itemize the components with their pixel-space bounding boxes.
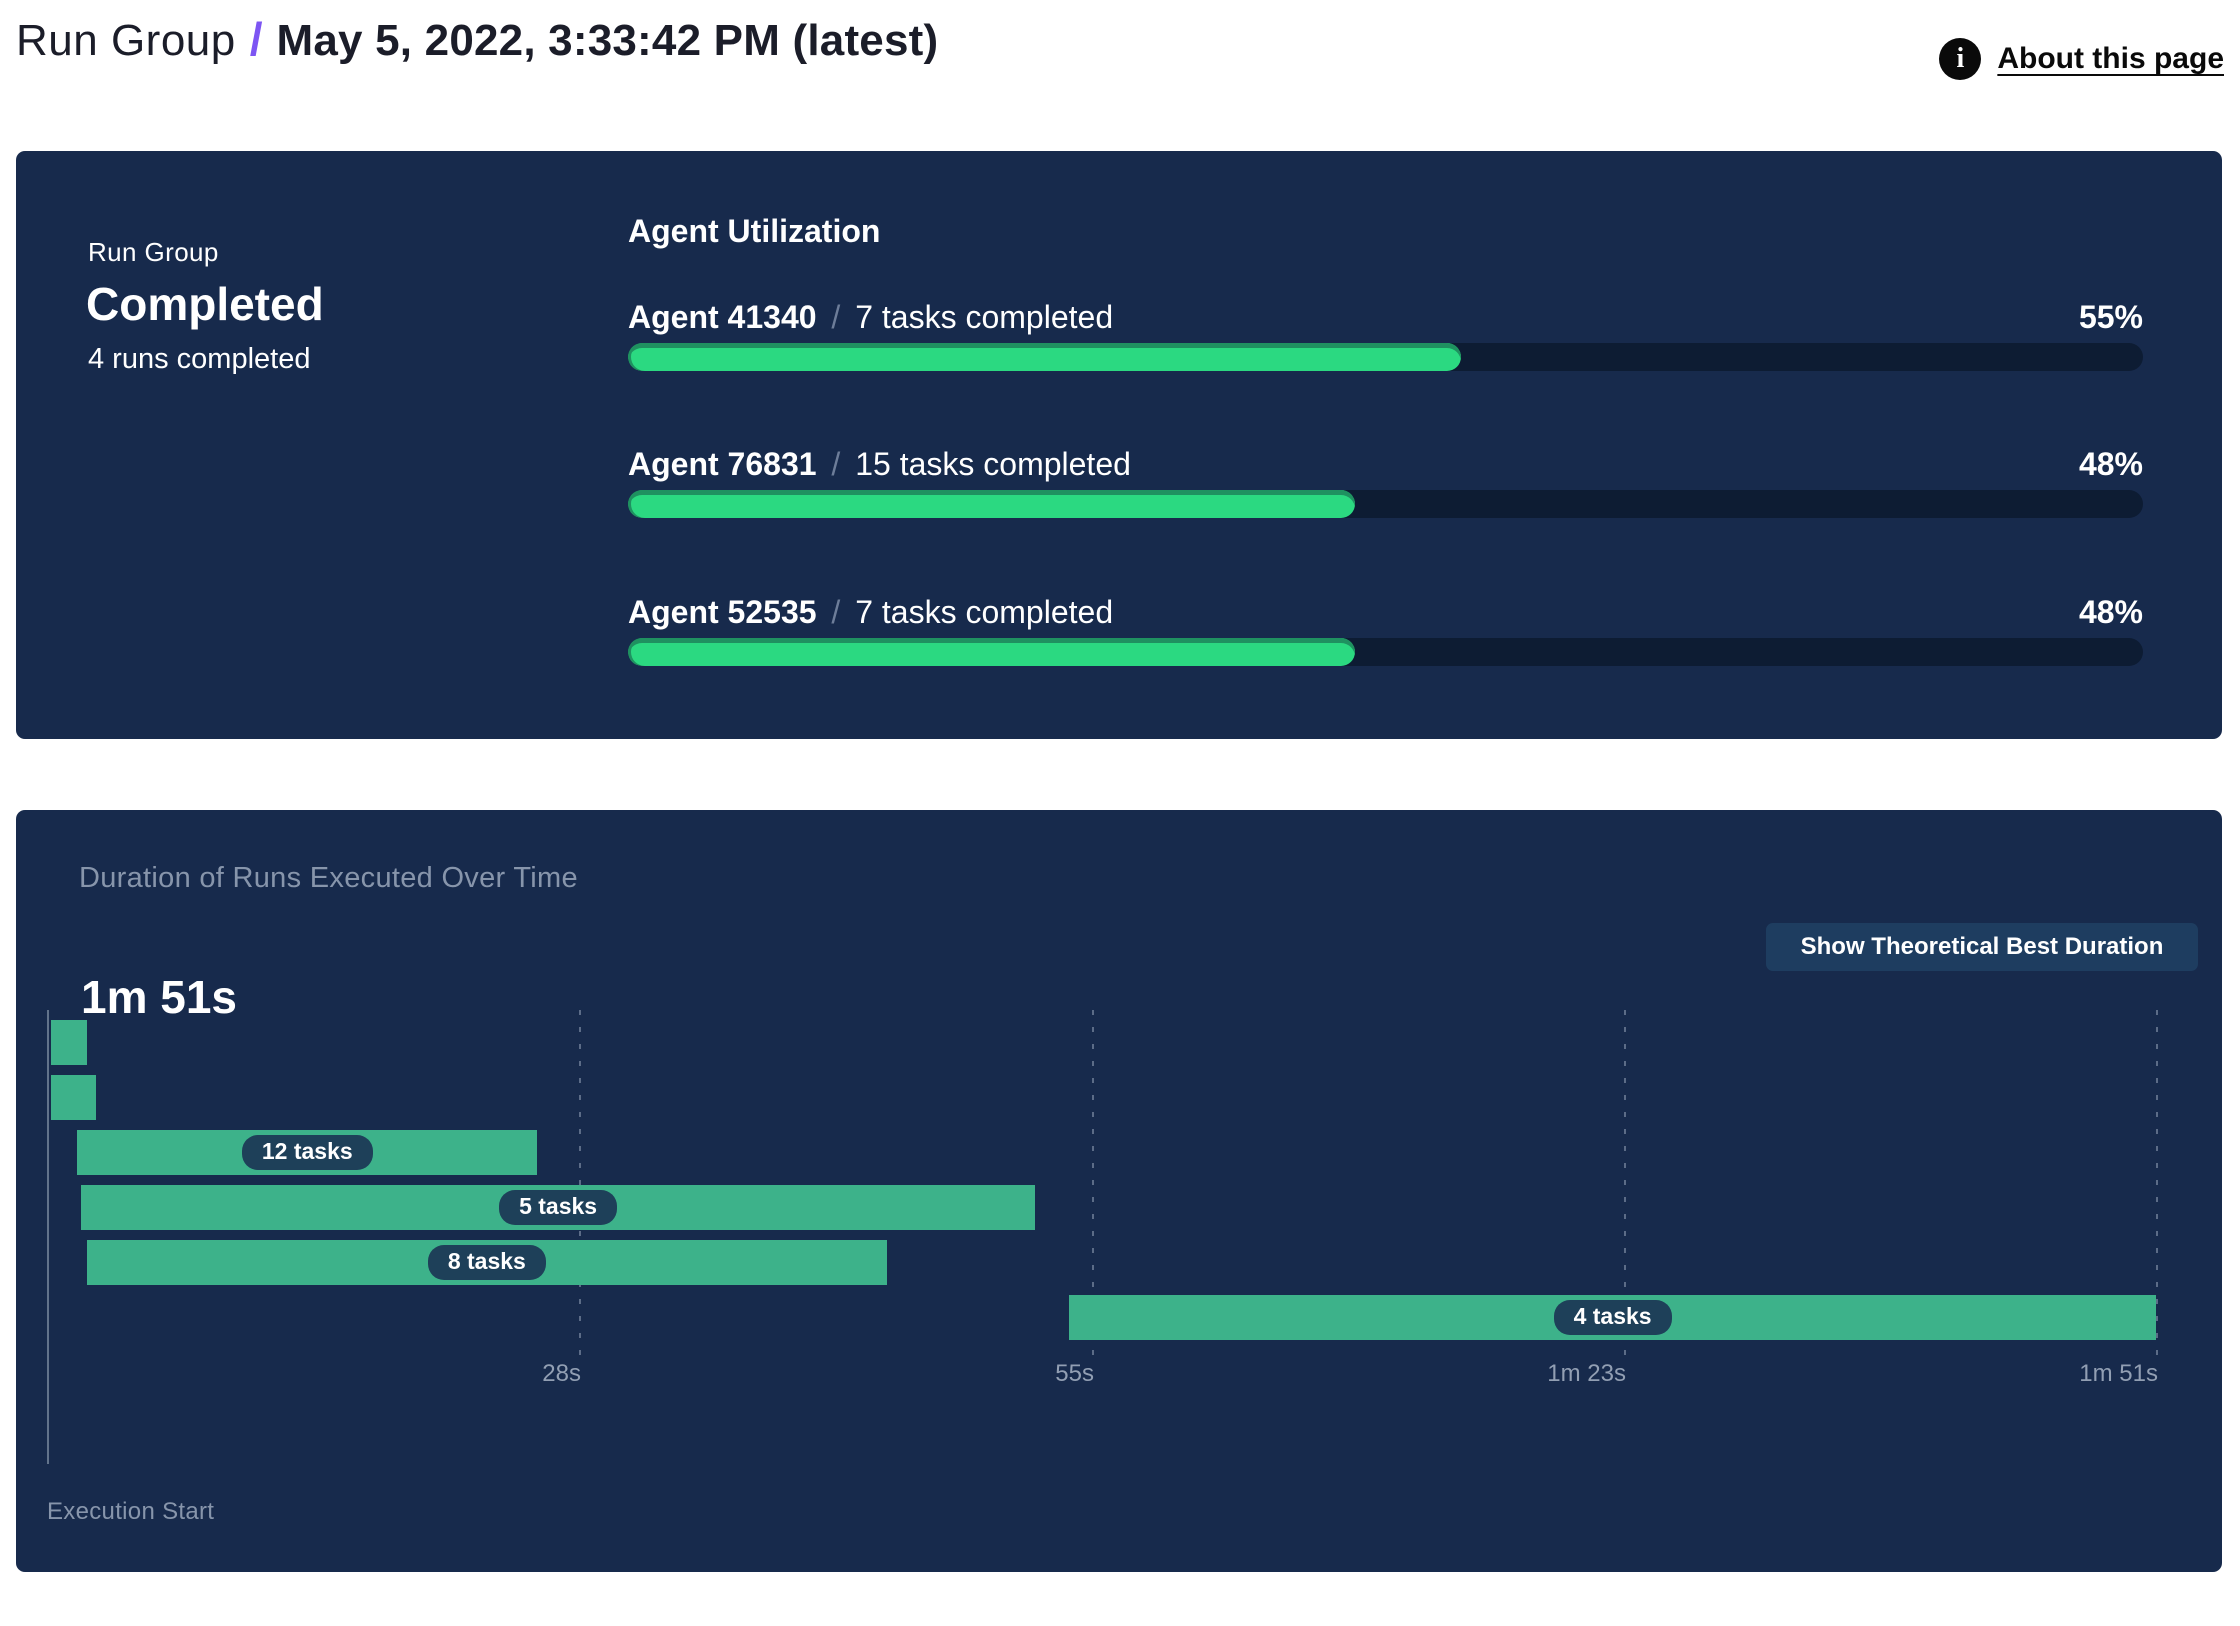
agent-name: Agent 76831 <box>628 446 817 482</box>
run-group-status: Completed <box>86 278 324 330</box>
page-title: May 5, 2022, 3:33:42 PM (latest) <box>276 16 939 65</box>
duration-panel: Duration of Runs Executed Over Time 1m 5… <box>16 810 2222 1572</box>
agent-progress-track <box>628 490 2143 518</box>
agent-tasks-completed: 15 tasks completed <box>855 446 1131 482</box>
agent-row: Agent 52535 / 7 tasks completed 48% <box>628 594 2143 694</box>
agent-utilization-percent: 48% <box>2078 594 2143 630</box>
agent-row-label: Agent 52535 / 7 tasks completed <box>628 594 1113 631</box>
agent-utilization-percent: 55% <box>2078 299 2143 335</box>
about-link-label: About this page <box>1997 42 2224 75</box>
agent-utilization-section: Agent Utilization Agent 41340 / 7 tasks … <box>628 151 2143 739</box>
time-tick-label: 55s <box>1055 1360 1094 1387</box>
info-icon: i <box>1939 38 1982 80</box>
agent-row-label: Agent 41340 / 7 tasks completed <box>628 299 1113 336</box>
agent-tasks-completed: 7 tasks completed <box>855 299 1114 335</box>
run-group-panel: Run Group Completed 4 runs completed Age… <box>16 151 2222 739</box>
agent-progress-fill <box>628 490 1356 518</box>
time-tick-label: 1m 51s <box>2079 1360 2158 1387</box>
total-duration-value: 1m 51s <box>81 971 238 1023</box>
agent-label-separator: / <box>831 446 841 482</box>
agent-progress-track <box>628 638 2143 666</box>
breadcrumb-separator: / <box>249 13 263 65</box>
task-count-pill: 4 tasks <box>1553 1300 1672 1335</box>
run-duration-bar[interactable] <box>50 1075 97 1120</box>
task-count-pill: 12 tasks <box>241 1135 373 1170</box>
agent-label-separator: / <box>831 594 841 630</box>
run-duration-bar[interactable]: 8 tasks <box>86 1240 887 1285</box>
agent-row-label: Agent 76831 / 15 tasks completed <box>628 446 1131 483</box>
execution-start-axis-line <box>47 1010 49 1464</box>
task-count-pill: 8 tasks <box>427 1245 546 1280</box>
agent-label-separator: / <box>831 299 841 335</box>
run-duration-bar[interactable] <box>50 1020 87 1065</box>
run-duration-bar[interactable]: 4 tasks <box>1069 1295 2156 1340</box>
time-tick-label: 28s <box>542 1360 581 1387</box>
agent-row: Agent 76831 / 15 tasks completed 48% <box>628 446 2143 546</box>
time-gridline <box>1624 1010 1626 1355</box>
breadcrumb: Run Group / May 5, 2022, 3:33:42 PM (lat… <box>16 12 938 66</box>
duration-gantt-chart: Execution Start 28s 55s 1m 23s 1m 51s 12 tas… <box>16 810 2222 1572</box>
duration-chart-title: Duration of Runs Executed Over Time <box>79 862 578 894</box>
agent-tasks-completed: 7 tasks completed <box>855 594 1114 630</box>
breadcrumb-run-group[interactable]: Run Group <box>16 16 236 65</box>
agent-utilization-percent: 48% <box>2078 446 2143 482</box>
agent-utilization-title: Agent Utilization <box>628 213 881 249</box>
agent-row: Agent 41340 / 7 tasks completed 55% <box>628 299 2143 399</box>
time-tick-label: 1m 23s <box>1547 1360 1626 1387</box>
agent-progress-track <box>628 343 2143 371</box>
agent-name: Agent 52535 <box>628 594 817 630</box>
agent-progress-fill <box>628 638 1356 666</box>
time-gridline <box>579 1010 581 1355</box>
page-header: Run Group / May 5, 2022, 3:33:42 PM (lat… <box>16 8 2224 98</box>
run-duration-bar[interactable]: 12 tasks <box>77 1130 538 1175</box>
execution-start-label: Execution Start <box>47 1498 215 1525</box>
runs-completed-text: 4 runs completed <box>88 343 311 375</box>
show-theoretical-best-duration-button[interactable]: Show Theoretical Best Duration <box>1766 923 2198 971</box>
task-count-pill: 5 tasks <box>499 1190 618 1225</box>
time-gridline <box>2156 1010 2158 1355</box>
time-gridline <box>1092 1010 1094 1355</box>
agent-name: Agent 41340 <box>628 299 817 335</box>
about-this-page-link[interactable]: i About this page <box>1939 38 2224 80</box>
run-duration-bar[interactable]: 5 tasks <box>81 1185 1035 1230</box>
agent-progress-fill <box>628 343 1462 371</box>
run-group-label: Run Group <box>88 237 219 267</box>
